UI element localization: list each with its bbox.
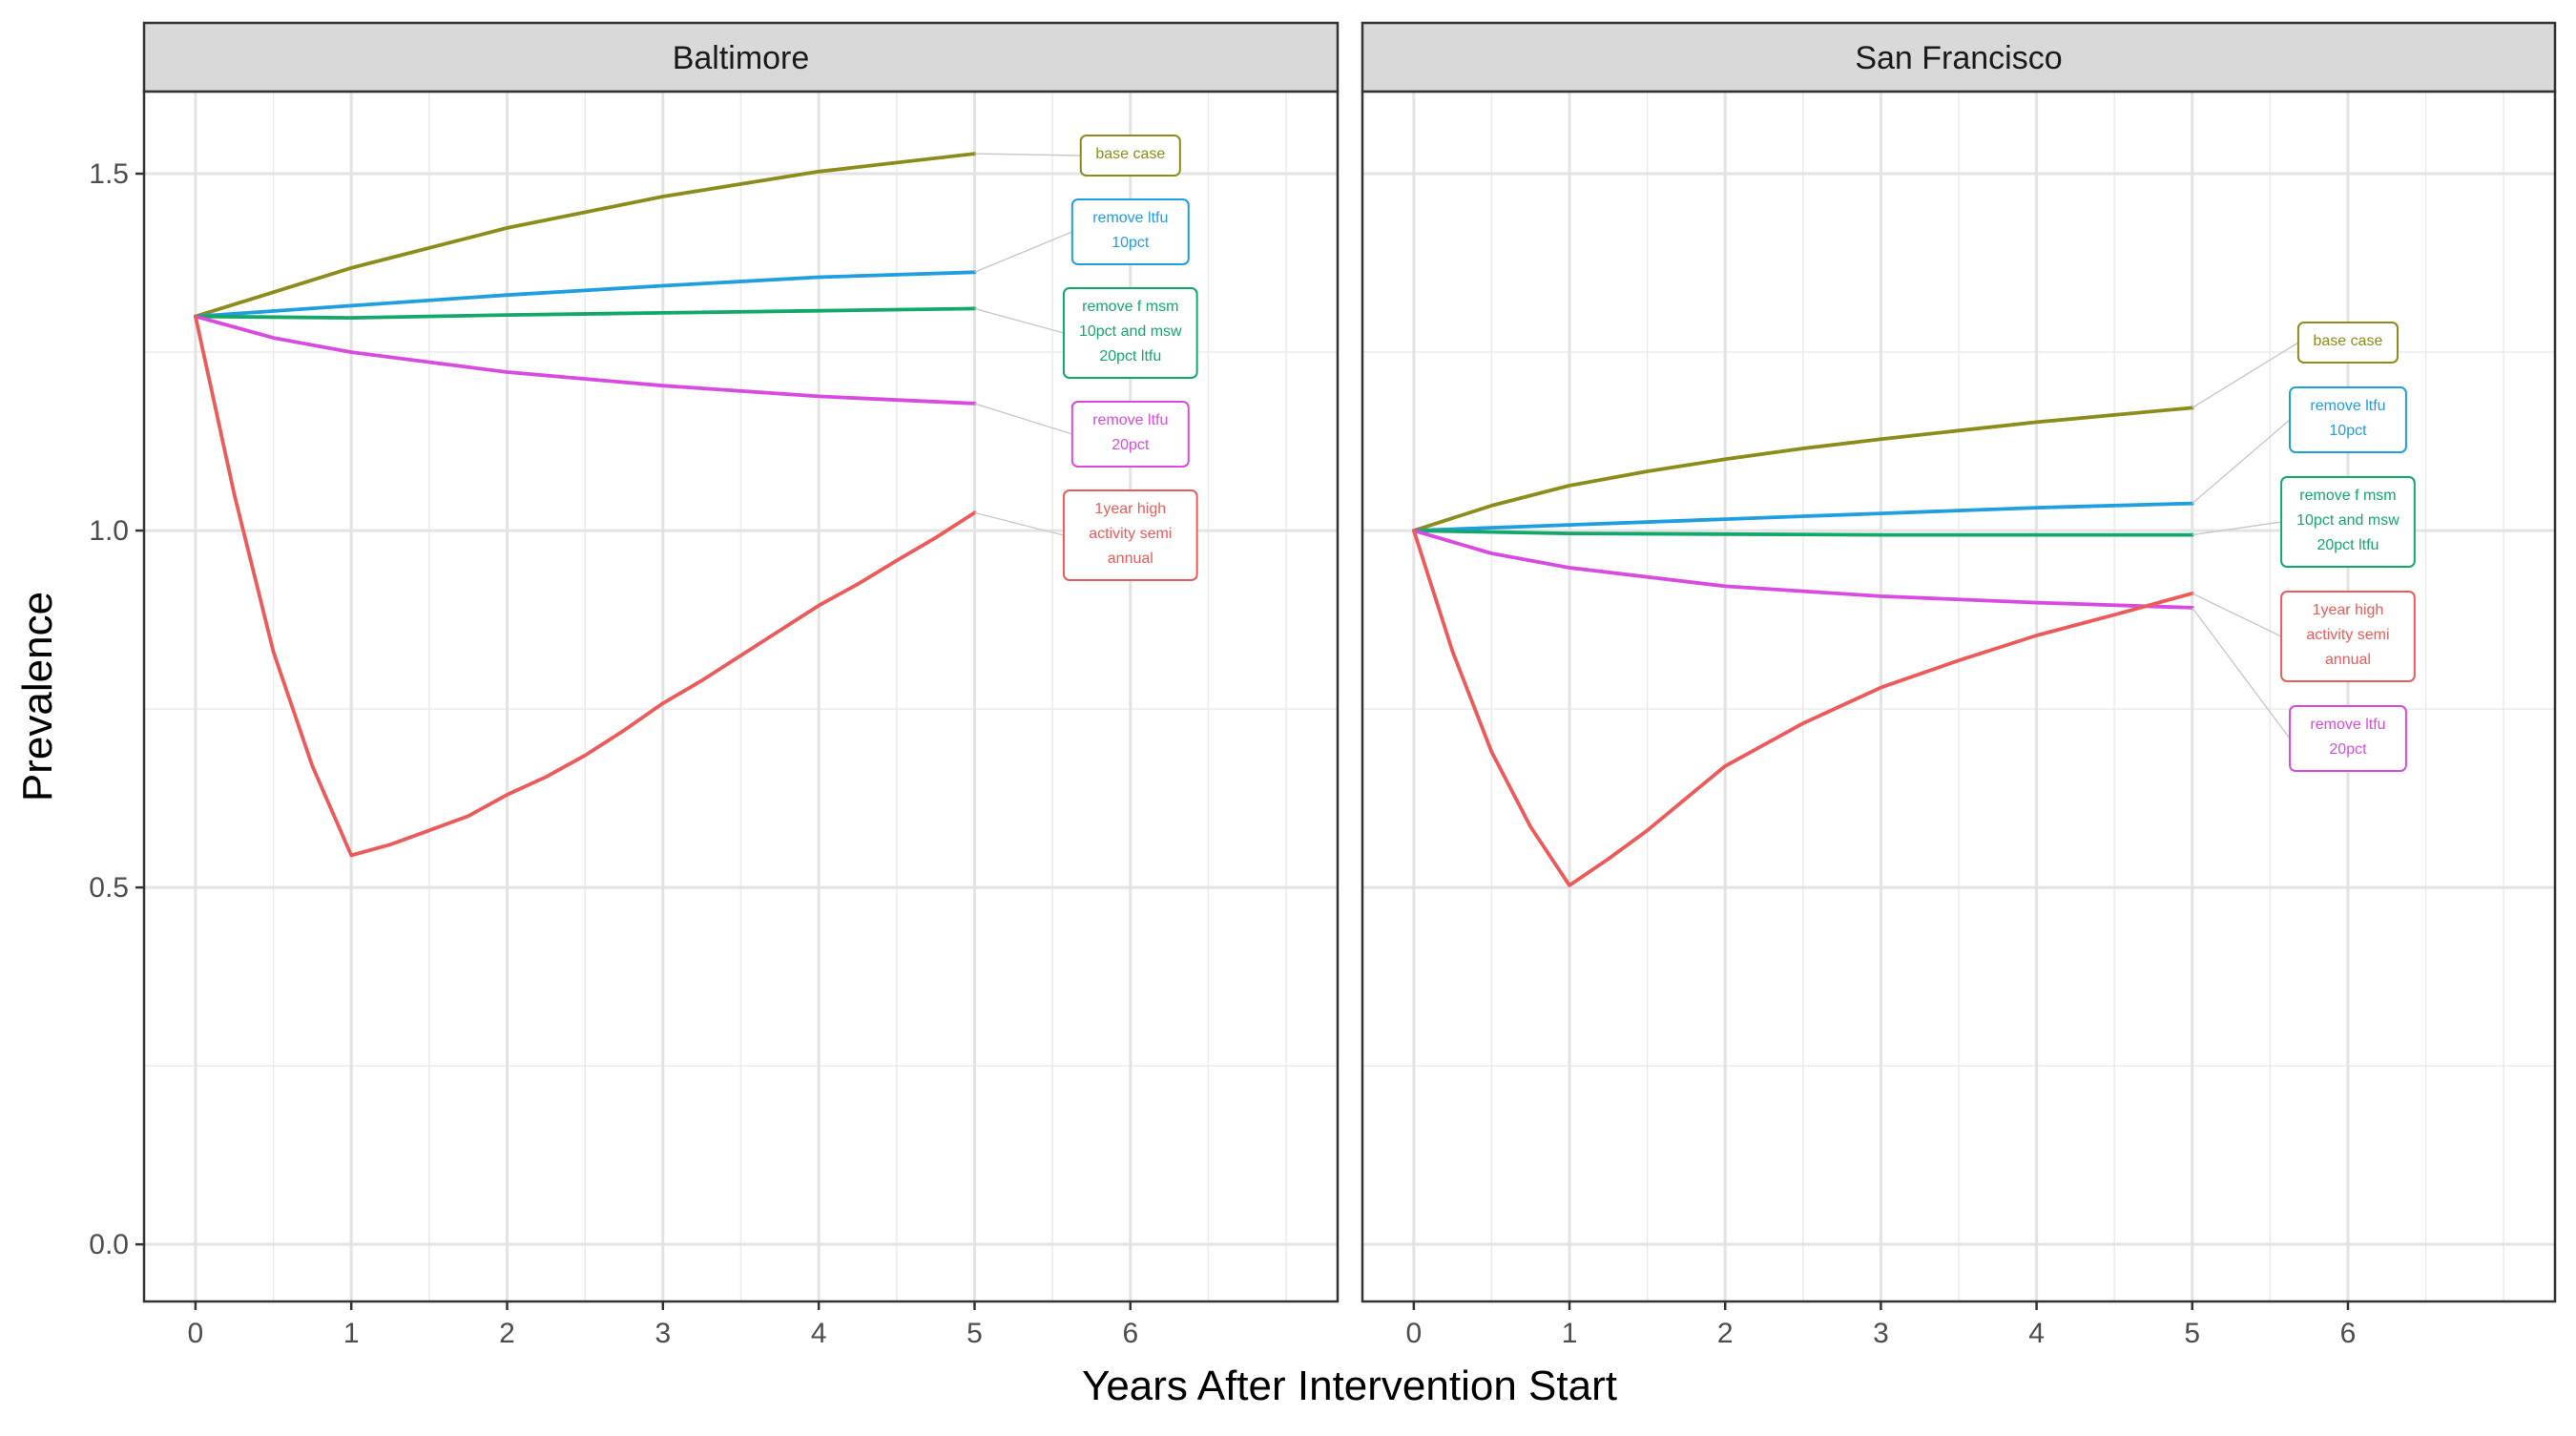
panel-baltimore: Baltimore base case remove ltfu 10pct remove…	[89, 21, 1340, 1349]
series-label-text: 1year high	[1094, 501, 1166, 517]
label-box	[1070, 401, 1190, 468]
x-tick-label: 0	[188, 1318, 204, 1349]
series-label-text: activity semi	[1089, 526, 1172, 542]
x-tick-label: 1	[343, 1318, 360, 1349]
y-tick-label: 0.0	[89, 1229, 129, 1260]
x-tick-label: 6	[1122, 1318, 1138, 1349]
label-connector	[974, 153, 1081, 156]
series-label-text: annual	[1108, 551, 1153, 567]
series-line-1year-high-activity-semi-annual	[194, 314, 977, 858]
series-label-text: activity semi	[2306, 627, 2389, 643]
series-line-remove-ltfu-20pct	[1412, 529, 2194, 610]
label-connector	[2192, 342, 2299, 408]
series-line-remove-f-msm-10pct-and-msw-20pct-ltfu	[194, 306, 977, 320]
series-label-text: 10pct	[1111, 235, 1150, 251]
series-label-text: remove ltfu	[1092, 210, 1168, 226]
label-box	[2296, 322, 2399, 364]
series-label-text: remove f msm	[2299, 488, 2396, 504]
series-label-text: 20pct	[1111, 437, 1150, 453]
label-connector	[974, 403, 1073, 435]
series-label-text: remove ltfu	[2310, 398, 2385, 414]
x-tick-label: 6	[2340, 1318, 2357, 1349]
label-connector	[2192, 607, 2291, 739]
series-label-text: annual	[2325, 652, 2371, 668]
series-line-remove-ltfu-10pct	[1412, 501, 2194, 532]
x-axis-title: Years After Intervention Start	[1082, 1363, 1617, 1409]
series-label-text: 10pct and msw	[2296, 512, 2399, 529]
panel-strip	[1361, 21, 2557, 94]
y-tick-label: 1.5	[89, 158, 129, 190]
series-label-text: remove ltfu	[1092, 412, 1168, 428]
x-tick-label: 0	[1406, 1318, 1423, 1349]
x-tick-label: 2	[1717, 1318, 1734, 1349]
series-label-text: remove ltfu	[2310, 717, 2385, 733]
series-label-text: 20pct ltfu	[2316, 537, 2379, 553]
label-box	[1079, 135, 1181, 177]
x-tick-label: 3	[1873, 1318, 1889, 1349]
series-label-text: base case	[2313, 333, 2382, 349]
series-label-text: base case	[1095, 146, 1165, 162]
series-label-text: remove f msm	[1082, 299, 1178, 315]
label-box	[2289, 386, 2407, 453]
label-box	[1062, 287, 1198, 379]
label-connector	[2192, 521, 2282, 536]
x-tick-label: 1	[1562, 1318, 1578, 1349]
x-tick-label: 5	[2184, 1318, 2200, 1349]
label-connector	[2192, 593, 2282, 637]
series-label-text: 20pct ltfu	[1099, 348, 1161, 364]
series-label-text: 10pct and msw	[1079, 323, 1182, 340]
x-tick-label: 2	[499, 1318, 515, 1349]
x-tick-label: 4	[2028, 1318, 2045, 1349]
x-tick-label: 3	[654, 1318, 671, 1349]
label-box	[2289, 705, 2407, 772]
label-connector	[974, 307, 1065, 334]
label-connector	[2192, 419, 2291, 505]
y-axis-title: Prevalence	[14, 592, 61, 801]
label-box	[2280, 591, 2416, 682]
panel-border	[1361, 90, 2557, 1303]
series-line-base-case	[1412, 406, 2194, 532]
label-connector	[974, 231, 1073, 273]
series-line-base-case	[194, 152, 977, 319]
series-line-remove-ltfu-10pct	[194, 270, 977, 319]
y-tick-label: 1.0	[89, 515, 129, 547]
series-line-remove-f-msm-10pct-and-msw-20pct-ltfu	[1412, 529, 2194, 537]
panel-san-francisco: San Francisco base case remove ltfu 10pct re…	[1361, 21, 2557, 1349]
label-connector	[974, 511, 1065, 536]
series-label-text: 1year high	[2313, 602, 2384, 618]
panel-title: Baltimore	[673, 40, 810, 76]
label-box	[2280, 476, 2416, 568]
x-tick-label: 4	[811, 1318, 827, 1349]
panel-strip	[142, 21, 1340, 94]
panel-title: San Francisco	[1855, 40, 2062, 76]
y-tick-label: 0.5	[89, 872, 129, 904]
series-label-text: 10pct	[2329, 423, 2367, 439]
series-label-text: 20pct	[2329, 741, 2367, 758]
panel-border	[142, 90, 1340, 1303]
label-box	[1062, 489, 1198, 581]
series-line-remove-ltfu-20pct	[194, 314, 977, 406]
series-line-1year-high-activity-semi-annual	[1412, 529, 2194, 887]
label-box	[1070, 198, 1190, 265]
x-tick-label: 5	[966, 1318, 983, 1349]
